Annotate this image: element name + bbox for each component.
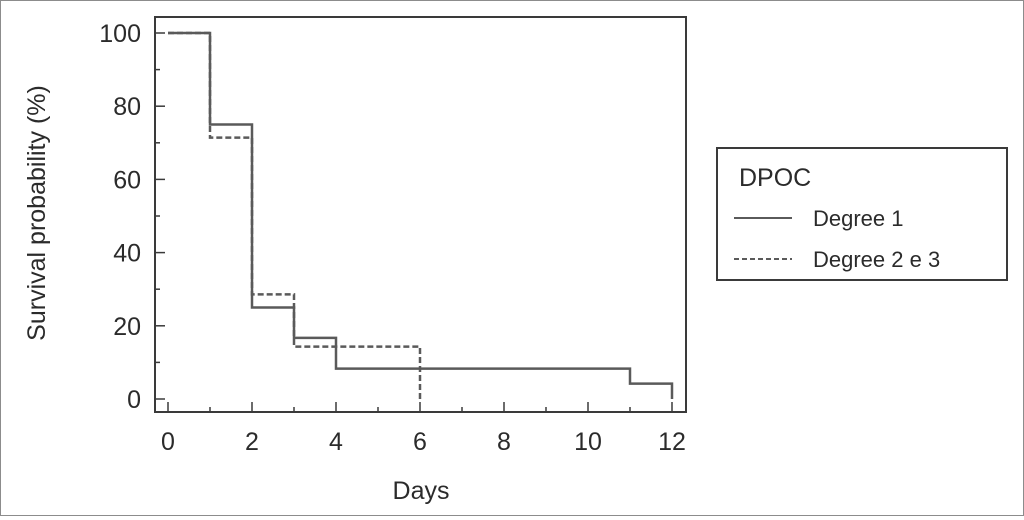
y-tick-label: 20 <box>113 313 141 341</box>
series-line-degree-1 <box>168 31 674 399</box>
x-tick-label: 8 <box>497 428 511 456</box>
x-tick-label: 10 <box>574 428 602 456</box>
x-tick-label: 12 <box>658 428 686 456</box>
legend-label-degree-1: Degree 1 <box>813 206 904 231</box>
x-tick-label: 4 <box>329 428 343 456</box>
y-tick-label: 60 <box>113 166 141 194</box>
legend: DPOC Degree 1 Degree 2 e 3 <box>716 147 1008 281</box>
y-tick-label: 80 <box>113 93 141 121</box>
x-tick-label: 0 <box>161 428 175 456</box>
y-tick-label: 100 <box>99 20 141 48</box>
plot-area: 0 2 4 6 8 10 12 0 20 40 60 80 100 <box>99 16 687 456</box>
y-tick-label: 0 <box>127 386 141 414</box>
series-line-degree-2-3 <box>168 31 422 399</box>
y-axis-title: Survival probability (%) <box>23 85 51 341</box>
legend-box <box>716 147 1008 281</box>
y-tick-label: 40 <box>113 240 141 268</box>
x-tick-label: 2 <box>245 428 259 456</box>
x-tick-label: 6 <box>413 428 427 456</box>
legend-label-degree-2-3: Degree 2 e 3 <box>813 247 940 272</box>
legend-title: DPOC <box>739 164 811 192</box>
x-axis-title: Days <box>393 477 450 505</box>
